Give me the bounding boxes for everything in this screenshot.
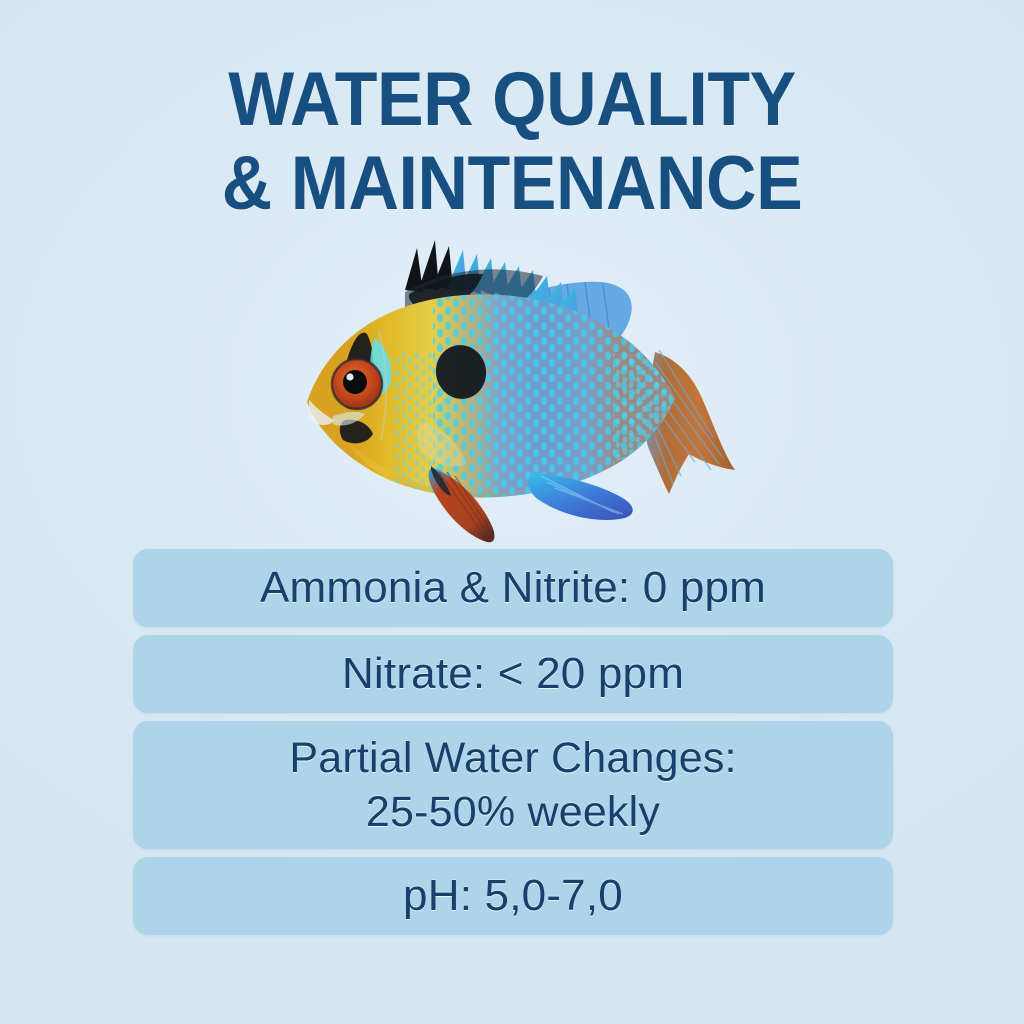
info-row-text: Nitrate: < 20 ppm [341,649,685,698]
pelvic-fin [428,466,495,543]
pectoral-fin [416,422,467,467]
fish-eye [330,357,384,411]
title-line-1: WATER QUALITY [228,57,796,142]
anal-fin [528,472,633,520]
info-row-ammonia-nitrite: Ammonia & Nitrite: 0 ppm [133,549,893,627]
page-title: WATER QUALITY & MAINTENANCE [0,58,1024,226]
info-row-ph: pH: 5,0-7,0 [133,857,893,935]
ram-cichlid-fish-illustration [283,232,751,548]
info-row-text: pH: 5,0-7,0 [403,871,623,920]
info-row-nitrate: Nitrate: < 20 ppm [133,635,893,713]
info-row-text: Partial Water Changes: 25-50% weekly [289,734,737,836]
info-pill-list: Ammonia & Nitrite: 0 ppm Nitrate: < 20 p… [133,549,893,935]
info-row-text: Ammonia & Nitrite: 0 ppm [259,563,767,612]
title-line-2: & MAINTENANCE [221,141,803,226]
info-row-partial-water-changes: Partial Water Changes: 25-50% weekly [133,721,893,849]
